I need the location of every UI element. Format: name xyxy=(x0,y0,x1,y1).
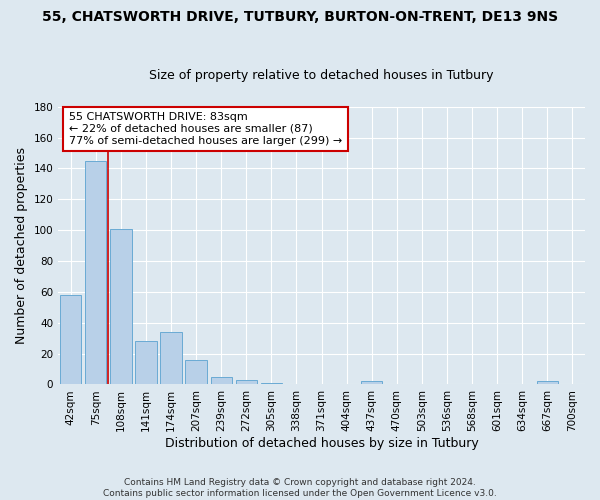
Text: Contains HM Land Registry data © Crown copyright and database right 2024.
Contai: Contains HM Land Registry data © Crown c… xyxy=(103,478,497,498)
Bar xyxy=(185,360,207,384)
Bar xyxy=(261,383,282,384)
Y-axis label: Number of detached properties: Number of detached properties xyxy=(15,147,28,344)
X-axis label: Distribution of detached houses by size in Tutbury: Distribution of detached houses by size … xyxy=(165,437,478,450)
Bar xyxy=(236,380,257,384)
Bar xyxy=(537,382,558,384)
Text: 55, CHATSWORTH DRIVE, TUTBURY, BURTON-ON-TRENT, DE13 9NS: 55, CHATSWORTH DRIVE, TUTBURY, BURTON-ON… xyxy=(42,10,558,24)
Text: 55 CHATSWORTH DRIVE: 83sqm
← 22% of detached houses are smaller (87)
77% of semi: 55 CHATSWORTH DRIVE: 83sqm ← 22% of deta… xyxy=(69,112,342,146)
Bar xyxy=(110,228,131,384)
Bar xyxy=(160,332,182,384)
Title: Size of property relative to detached houses in Tutbury: Size of property relative to detached ho… xyxy=(149,69,494,82)
Bar xyxy=(85,161,106,384)
Bar xyxy=(211,376,232,384)
Bar xyxy=(60,295,82,384)
Bar xyxy=(136,342,157,384)
Bar xyxy=(361,382,382,384)
